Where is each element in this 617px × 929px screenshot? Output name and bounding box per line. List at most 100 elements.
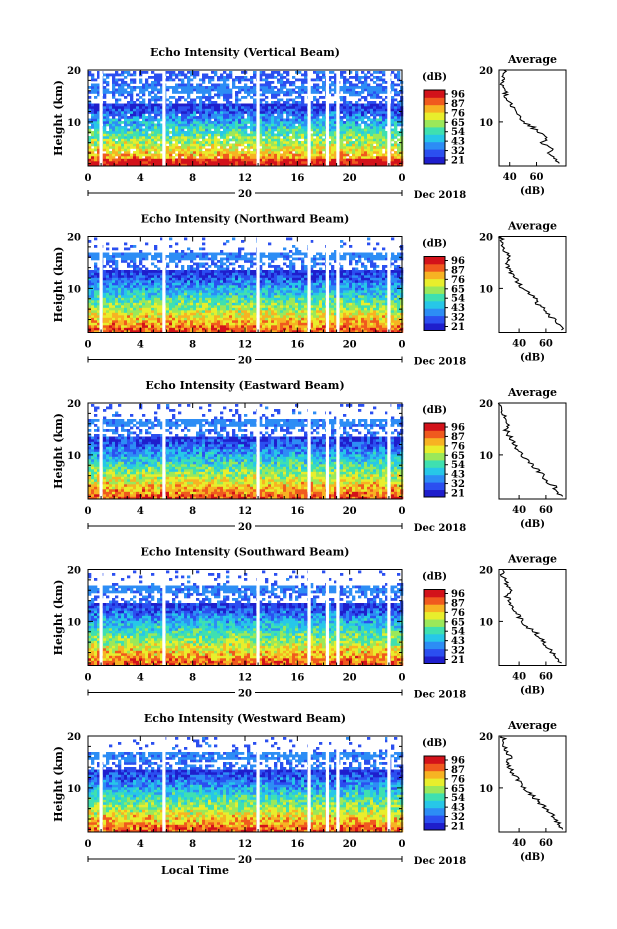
heatmap-cell xyxy=(241,328,244,331)
heatmap-cell xyxy=(268,149,271,152)
heatmap-cell xyxy=(331,154,334,157)
heatmap-cell xyxy=(235,303,238,306)
heatmap-cell xyxy=(304,146,307,149)
heatmap-cell xyxy=(232,313,235,316)
heatmap-cell xyxy=(112,323,115,326)
heatmap-cell xyxy=(181,131,184,134)
heatmap-cell xyxy=(145,129,148,132)
heatmap-cell xyxy=(349,325,352,328)
heatmap-cell xyxy=(223,114,226,117)
heatmap-cell xyxy=(277,74,280,77)
heatmap-cell xyxy=(148,298,151,301)
heatmap-cell xyxy=(295,136,298,139)
heatmap-cell xyxy=(229,151,232,154)
heatmap-cell xyxy=(352,104,355,107)
heatmap-cell xyxy=(220,149,223,152)
heatmap-cell xyxy=(223,303,226,306)
heatmap-cell xyxy=(133,305,136,308)
heatmap-cell xyxy=(250,303,253,306)
heatmap-cell xyxy=(226,315,229,318)
heatmap-cell xyxy=(118,84,121,87)
heatmap-cell xyxy=(304,156,307,159)
heatmap-cell xyxy=(271,111,274,114)
heatmap-cell xyxy=(373,89,376,92)
heatmap-cell xyxy=(193,119,196,122)
heatmap-cell xyxy=(115,99,118,102)
heatmap-cell xyxy=(109,295,112,298)
heatmap-cell xyxy=(238,310,241,313)
heatmap-cell xyxy=(169,303,172,306)
heatmap-cell xyxy=(226,320,229,323)
heatmap-cell xyxy=(211,116,214,119)
heatmap-cell xyxy=(199,91,202,94)
heatmap-cell xyxy=(376,109,379,112)
heatmap-cell xyxy=(121,79,124,82)
heatmap-cell xyxy=(361,149,364,152)
heatmap-cell xyxy=(127,71,130,74)
heatmap-cell xyxy=(286,124,289,127)
heatmap-cell xyxy=(289,104,292,107)
heatmap-cell xyxy=(118,124,121,127)
heatmap-cell xyxy=(349,89,352,92)
heatmap-cell xyxy=(205,134,208,137)
heatmap-cell xyxy=(91,109,94,112)
heatmap-cell xyxy=(358,99,361,102)
heatmap-cell xyxy=(127,141,130,144)
heatmap-cell xyxy=(202,89,205,92)
heatmap-cell xyxy=(370,94,373,97)
heatmap-cell xyxy=(199,156,202,159)
heatmap-cell xyxy=(154,111,157,114)
heatmap-cell xyxy=(232,328,235,331)
heatmap-cell xyxy=(313,323,316,326)
heatmap-cell xyxy=(124,81,127,84)
heatmap-cell xyxy=(91,298,94,301)
heatmap-cell xyxy=(226,124,229,127)
heatmap-cell xyxy=(298,298,301,301)
heatmap-cell xyxy=(367,109,370,112)
heatmap-cell xyxy=(355,151,358,154)
heatmap-cell xyxy=(214,84,217,87)
heatmap-cell xyxy=(349,119,352,122)
heatmap-cell xyxy=(271,300,274,303)
heatmap-cell xyxy=(340,146,343,149)
heatmap-cell xyxy=(124,154,127,157)
heatmap-cell xyxy=(268,106,271,109)
heatmap-cell xyxy=(250,144,253,147)
heatmap-cell xyxy=(391,129,394,132)
heatmap-cell xyxy=(136,310,139,313)
heatmap-cell xyxy=(169,313,172,316)
heatmap-cell xyxy=(265,79,268,82)
heatmap-cell xyxy=(109,129,112,132)
heatmap-cell xyxy=(190,313,193,316)
heatmap-cell xyxy=(130,116,133,119)
heatmap-cell xyxy=(358,131,361,134)
heatmap-cell xyxy=(217,308,220,311)
heatmap-cell xyxy=(94,79,97,82)
heatmap-cell xyxy=(301,81,304,84)
heatmap-cell xyxy=(109,109,112,112)
heatmap-cell xyxy=(130,119,133,122)
heatmap-cell xyxy=(322,111,325,114)
heatmap-cell xyxy=(367,134,370,137)
heatmap-cell xyxy=(193,101,196,104)
heatmap-cell xyxy=(127,139,130,142)
heatmap-cell xyxy=(226,119,229,122)
heatmap-cell xyxy=(364,99,367,102)
heatmap-cell xyxy=(166,129,169,132)
heatmap-cell xyxy=(127,325,130,328)
heatmap-cell xyxy=(202,116,205,119)
heatmap-cell xyxy=(190,149,193,152)
heatmap-cell xyxy=(313,106,316,109)
heatmap-cell xyxy=(103,315,106,318)
heatmap-cell xyxy=(343,84,346,87)
heatmap-cell xyxy=(226,126,229,129)
heatmap-cell xyxy=(340,161,343,164)
heatmap-cell xyxy=(238,313,241,316)
heatmap-cell xyxy=(130,161,133,164)
heatmap-cell xyxy=(352,298,355,301)
heatmap-cell xyxy=(352,325,355,328)
heatmap-cell xyxy=(193,161,196,164)
heatmap-cell xyxy=(277,149,280,152)
heatmap-cell xyxy=(280,308,283,311)
heatmap-cell xyxy=(280,305,283,308)
